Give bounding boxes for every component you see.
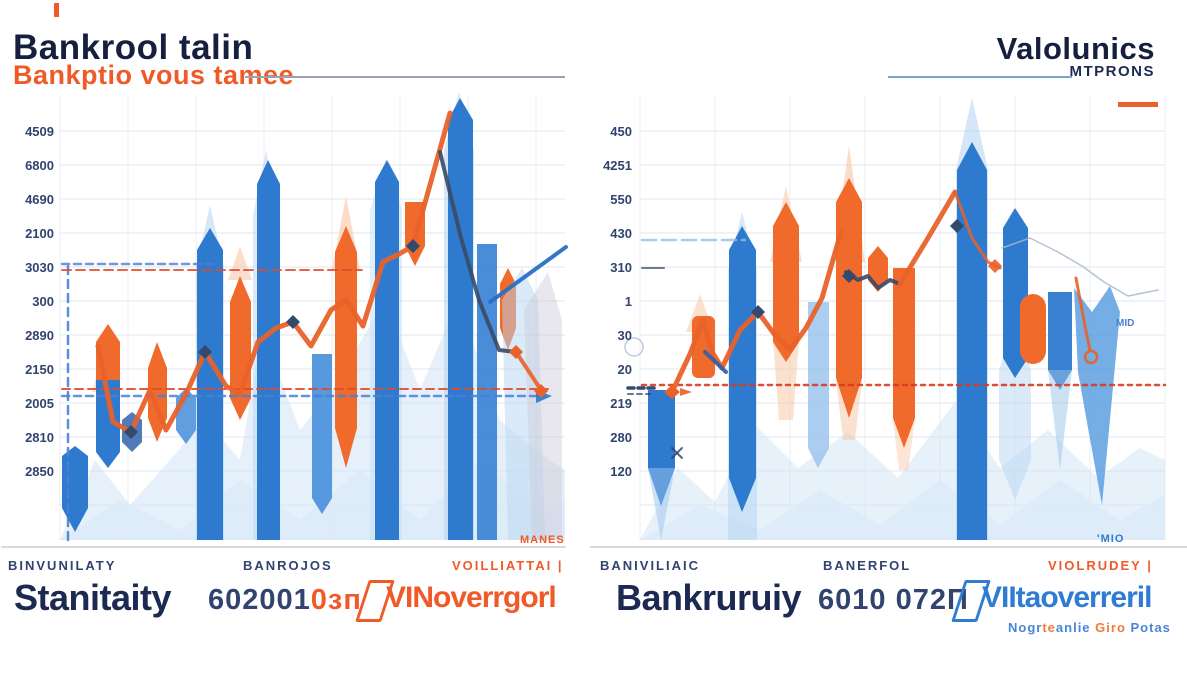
svg-text:30: 30 xyxy=(618,328,632,343)
right-footer-name: Bankruruiy xyxy=(616,577,802,618)
right-header-rule xyxy=(888,76,1072,78)
right-footer-brand-subtext: Nogrteanlie Giro Potas xyxy=(1008,620,1171,635)
svg-text:450: 450 xyxy=(610,124,632,139)
right-footer-code: 6010 072П xyxy=(818,584,969,616)
right-panel-subtitle: MTPRONS xyxy=(1069,63,1155,80)
svg-text:280: 280 xyxy=(610,430,632,445)
right-footer-label-3: VIOLRUDEY | xyxy=(1048,558,1153,573)
right-axis-end-note: 'MIO xyxy=(1097,533,1125,545)
svg-text:2005: 2005 xyxy=(25,396,54,411)
svg-text:1: 1 xyxy=(625,294,632,309)
svg-text:2810: 2810 xyxy=(25,430,54,445)
svg-text:4509: 4509 xyxy=(25,124,54,139)
left-panel-subtitle: Bankptio vous tamee xyxy=(13,60,295,90)
right-legend-dash-icon xyxy=(1118,102,1158,107)
svg-text:20: 20 xyxy=(618,362,632,377)
right-footer-label-2: BANERFOL xyxy=(823,558,912,573)
svg-text:219: 219 xyxy=(610,396,632,411)
svg-text:120: 120 xyxy=(610,464,632,479)
svg-text:2850: 2850 xyxy=(25,464,54,479)
svg-text:430: 430 xyxy=(610,226,632,241)
svg-text:MID: MID xyxy=(1116,318,1134,329)
left-footer-label-3: VOILLIATTAI | xyxy=(452,558,564,573)
svg-text:2150: 2150 xyxy=(25,362,54,377)
svg-text:300: 300 xyxy=(32,294,54,309)
left-footer-name: Stanitaity xyxy=(14,577,172,618)
svg-text:6800: 6800 xyxy=(25,158,54,173)
left-axis-end-note: MANES xyxy=(520,534,565,546)
left-header-rule xyxy=(245,76,565,78)
svg-text:2100: 2100 xyxy=(25,226,54,241)
svg-text:2890: 2890 xyxy=(25,328,54,343)
svg-text:310: 310 xyxy=(610,260,632,275)
svg-text:4251: 4251 xyxy=(603,158,632,173)
right-chart-canvas: MID 450 4251 550 430 310 1 30 20 219 280 120 xyxy=(590,95,1187,548)
top-accent-tick xyxy=(54,3,59,17)
svg-text:4690: 4690 xyxy=(25,192,54,207)
left-footer-label-2: BANROJOS xyxy=(243,558,333,573)
right-footer-brand: VIItaoverreril xyxy=(982,581,1152,614)
right-footer-label-1: BANIVILIAIC xyxy=(600,558,700,573)
left-footer-brand: VINoverrgorl xyxy=(386,581,557,614)
left-footer-code: 6020010зп xyxy=(208,584,362,616)
left-chart-canvas: 4509 6800 4690 2100 3030 300 2890 2150 2005 2810 2… xyxy=(1,92,568,548)
svg-text:3030: 3030 xyxy=(25,260,54,275)
svg-text:550: 550 xyxy=(610,192,632,207)
left-panel-title: Bankrool talin xyxy=(13,28,254,67)
right-panel-title: Valolunics xyxy=(996,31,1155,66)
left-footer-label-1: BINVUNILATY xyxy=(8,558,117,573)
